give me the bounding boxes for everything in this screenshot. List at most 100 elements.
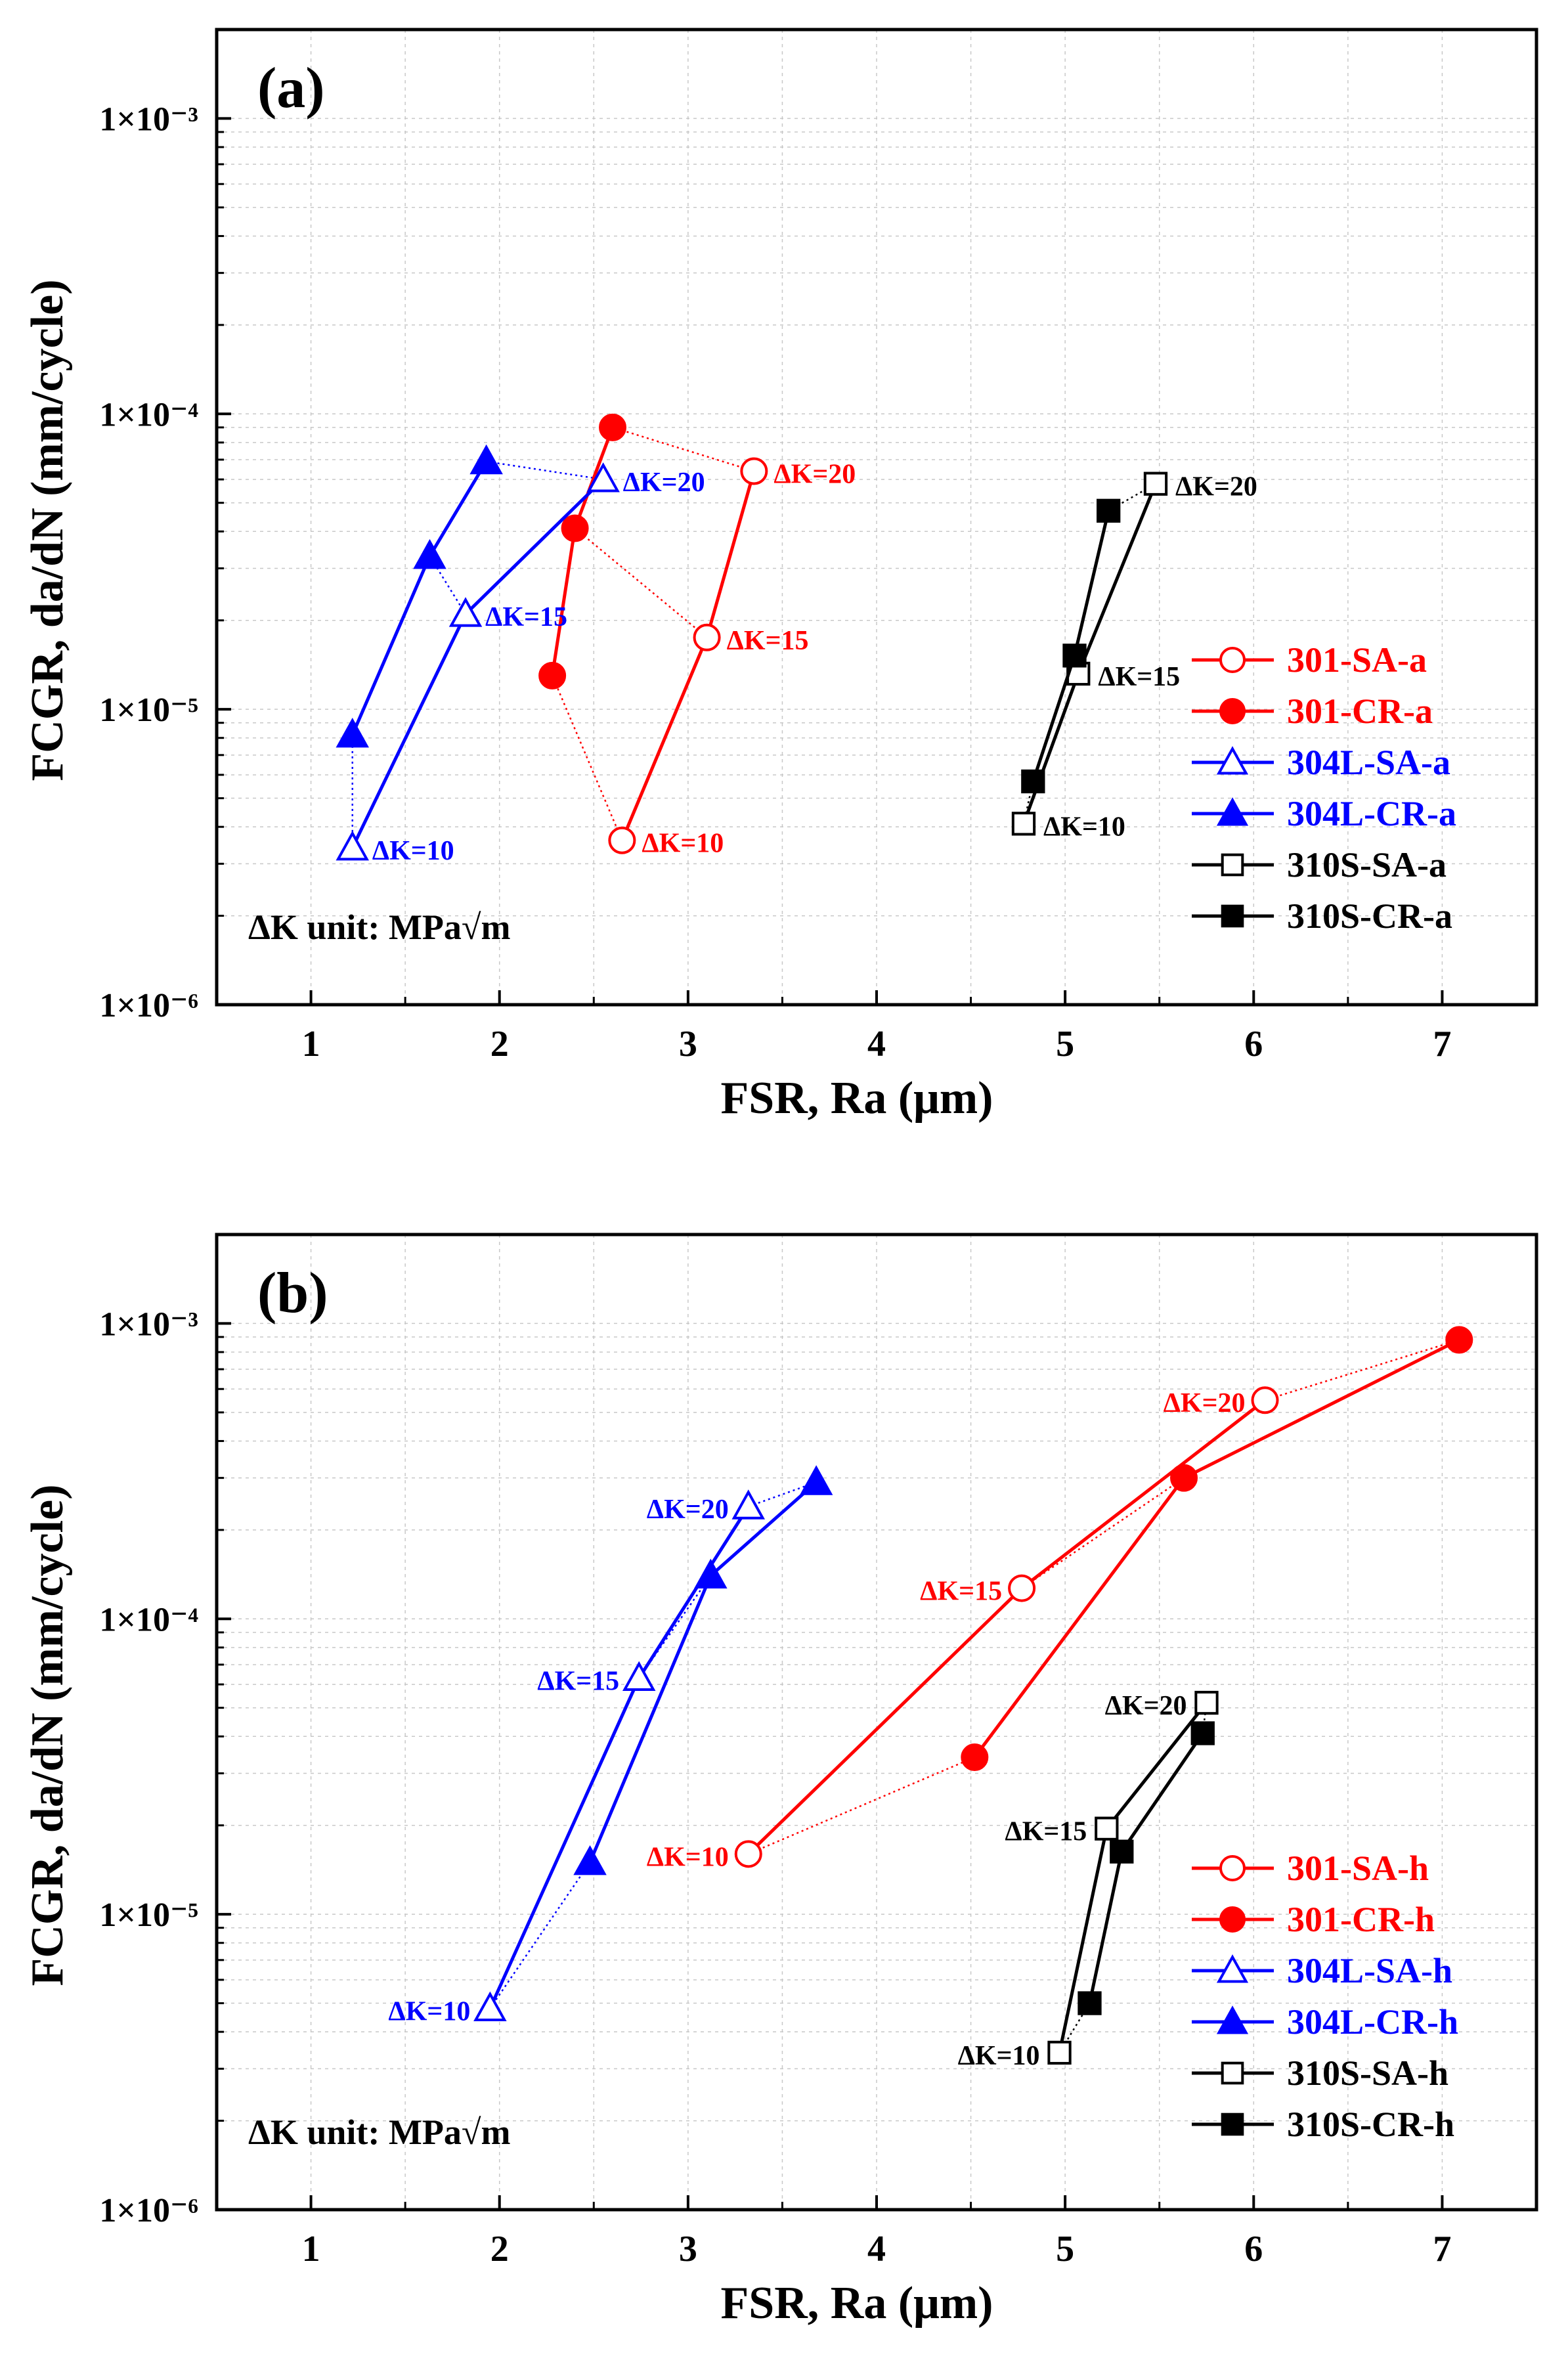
series-304l-sa-h — [473, 1489, 765, 2022]
legend-label-301-cr-h: 301-CR-h — [1287, 1900, 1435, 1939]
panel-label: (b) — [257, 1261, 328, 1325]
x-axis: 1 2 3 4 5 6 7 — [302, 990, 1538, 1064]
delta-k-annotation: ΔK=20 — [1175, 472, 1257, 502]
series-304l-cr-a — [336, 444, 503, 748]
y-tick-label: 1×10⁻⁴ — [99, 396, 198, 433]
annotations: ΔK=20 ΔK=15 ΔK=10 ΔK=20 ΔK=15 ΔK=10 ΔK=20 ΔK=15… — [372, 459, 1257, 865]
legend-marker-301-cr-h — [1219, 1906, 1246, 1933]
data-point-310s-sa-a — [1143, 471, 1168, 496]
delta-k-annotation: ΔK=20 — [1105, 1691, 1187, 1721]
legend-label-310s-sa-h: 310S-SA-h — [1287, 2053, 1448, 2093]
y-tick-label: 1×10⁻⁴ — [99, 1601, 198, 1638]
legend-label-310s-sa-a: 310S-SA-a — [1287, 845, 1447, 885]
connector-301-sa-a — [612, 426, 754, 472]
x-tick-label: 2 — [490, 1024, 509, 1064]
data-point-304l-sa-a — [336, 830, 369, 861]
data-point-301-cr-a — [599, 413, 626, 441]
delta-k-annotation: ΔK=20 — [773, 459, 856, 489]
y-axis: 1×10⁻⁶ 1×10⁻⁵ 1×10⁻⁴ 1×10⁻³ — [99, 28, 231, 1024]
legend-marker-310s-sa-a — [1221, 853, 1244, 877]
data-point-304l-cr-a — [336, 717, 369, 748]
legend-marker-304l-sa-a — [1216, 746, 1249, 775]
y-tick-label: 1×10⁻⁶ — [99, 987, 198, 1024]
delta-k-annotation: ΔK=15 — [1005, 1817, 1087, 1847]
plot-frame — [215, 28, 1538, 1007]
x-tick-label: 7 — [1433, 1024, 1451, 1064]
x-tick-label: 1 — [302, 1024, 320, 1064]
legend-label-304l-sa-h: 304L-SA-h — [1287, 1951, 1452, 1990]
delta-k-annotation: ΔK=15 — [727, 626, 809, 656]
data-point-301-cr-h — [961, 1743, 989, 1772]
data-point-301-cr-a — [561, 514, 589, 542]
delta-k-annotation: ΔK=10 — [958, 2041, 1040, 2071]
panel-label: (a) — [257, 56, 325, 120]
legend-label-310s-cr-a: 310S-CR-a — [1287, 896, 1452, 936]
delta-k-annotation: ΔK=15 — [485, 602, 567, 632]
data-point-310s-cr-h — [1078, 1991, 1102, 2015]
connector-301-sa-a — [551, 675, 623, 841]
legend-marker-310s-cr-a — [1221, 904, 1244, 928]
connector-301-sa-h — [1021, 1477, 1185, 1589]
x-tick-label: 3 — [679, 1024, 697, 1064]
data-point-304l-cr-a — [469, 444, 503, 475]
panel-a: 1 2 3 4 5 6 7 1×10⁻⁶ 1×10⁻⁵ 1×10⁻⁴ 1×10⁻³ FSR, Ra (… — [22, 28, 1538, 1124]
delta-k-annotation: ΔK=10 — [388, 1997, 470, 2027]
x-tick-label: 6 — [1244, 1024, 1263, 1064]
x-axis-title: FSR, Ra (μm) — [721, 2278, 993, 2329]
data-point-310s-cr-a — [1062, 644, 1087, 668]
panel-b: 1 2 3 4 5 6 7 1×10⁻⁶ 1×10⁻⁵ 1×10⁻⁴ 1×10⁻³ FSR, Ra (… — [22, 1233, 1538, 2329]
y-axis-title: FCGR, da/dN (mm/cycle) — [22, 279, 73, 781]
data-point-310s-sa-h — [1194, 1690, 1219, 1715]
data-point-301-sa-a — [740, 457, 768, 485]
x-tick-label: 5 — [1056, 1024, 1074, 1064]
y-tick-label: 1×10⁻³ — [99, 100, 198, 138]
series-304l-cr-h — [573, 1465, 833, 1875]
annotations: ΔK=20 ΔK=15 ΔK=10 ΔK=20 ΔK=15 ΔK=10 ΔK=20 ΔK=15… — [388, 1388, 1245, 2071]
data-point-304l-sa-h — [473, 1991, 507, 2022]
connector-304l-sa-h — [489, 1862, 591, 2009]
series-301-sa-h — [734, 1386, 1279, 1868]
data-point-304l-sa-h — [731, 1489, 765, 1520]
series-304l-sa-a — [336, 462, 620, 861]
legend-marker-301-sa-a — [1219, 647, 1246, 673]
series-310s-sa-h — [1047, 1690, 1219, 2065]
delta-k-annotation: ΔK=10 — [1043, 812, 1125, 842]
legend: 301-SA-a 301-CR-a 304L-SA-a 304L-CR-a 310S-S… — [1192, 640, 1456, 936]
data-point-301-sa-h — [1251, 1386, 1279, 1414]
y-tick-label: 1×10⁻⁵ — [99, 691, 198, 729]
delta-k-annotation: ΔK=15 — [537, 1667, 619, 1697]
delta-k-annotation: ΔK=10 — [372, 836, 454, 866]
x-tick-label: 3 — [679, 2229, 697, 2269]
delta-k-annotation: ΔK=15 — [920, 1577, 1002, 1607]
data-point-310s-sa-a — [1011, 812, 1036, 836]
data-point-301-sa-a — [608, 826, 636, 854]
data-point-304l-cr-h — [573, 1845, 607, 1875]
y-axis: 1×10⁻⁶ 1×10⁻⁵ 1×10⁻⁴ 1×10⁻³ — [99, 1233, 231, 2229]
data-point-310s-sa-h — [1095, 1816, 1119, 1841]
x-axis-title: FSR, Ra (μm) — [721, 1073, 993, 1124]
legend-marker-310s-sa-h — [1221, 2061, 1244, 2085]
y-tick-label: 1×10⁻³ — [99, 1305, 198, 1343]
delta-k-annotation: ΔK=20 — [1164, 1388, 1246, 1418]
data-point-310s-sa-h — [1047, 2040, 1072, 2065]
connector-304l-sa-a — [429, 556, 467, 615]
x-tick-label: 4 — [867, 1024, 886, 1064]
connector-301-sa-h — [748, 1756, 975, 1855]
legend-marker-301-sa-h — [1219, 1855, 1246, 1881]
unit-note: ΔK unit: MPa√m — [248, 2112, 510, 2152]
series-301-cr-h — [961, 1326, 1473, 1772]
data-point-304l-sa-a — [586, 462, 620, 492]
y-tick-label: 1×10⁻⁶ — [99, 2192, 198, 2229]
data-point-304l-sa-h — [622, 1661, 656, 1692]
data-point-304l-sa-a — [448, 597, 483, 627]
data-point-301-cr-h — [1170, 1464, 1198, 1492]
legend-marker-310s-cr-h — [1221, 2112, 1244, 2136]
series-310s-cr-a — [1021, 498, 1121, 794]
legend-label-301-sa-a: 301-SA-a — [1287, 640, 1427, 680]
data-point-301-sa-h — [1008, 1574, 1036, 1602]
data-point-310s-cr-h — [1110, 1839, 1134, 1864]
delta-k-annotation: ΔK=20 — [647, 1495, 729, 1525]
legend-label-304l-sa-a: 304L-SA-a — [1287, 743, 1450, 782]
x-axis: 1 2 3 4 5 6 7 — [302, 2195, 1538, 2269]
dotted-connectors — [489, 1339, 1460, 2053]
